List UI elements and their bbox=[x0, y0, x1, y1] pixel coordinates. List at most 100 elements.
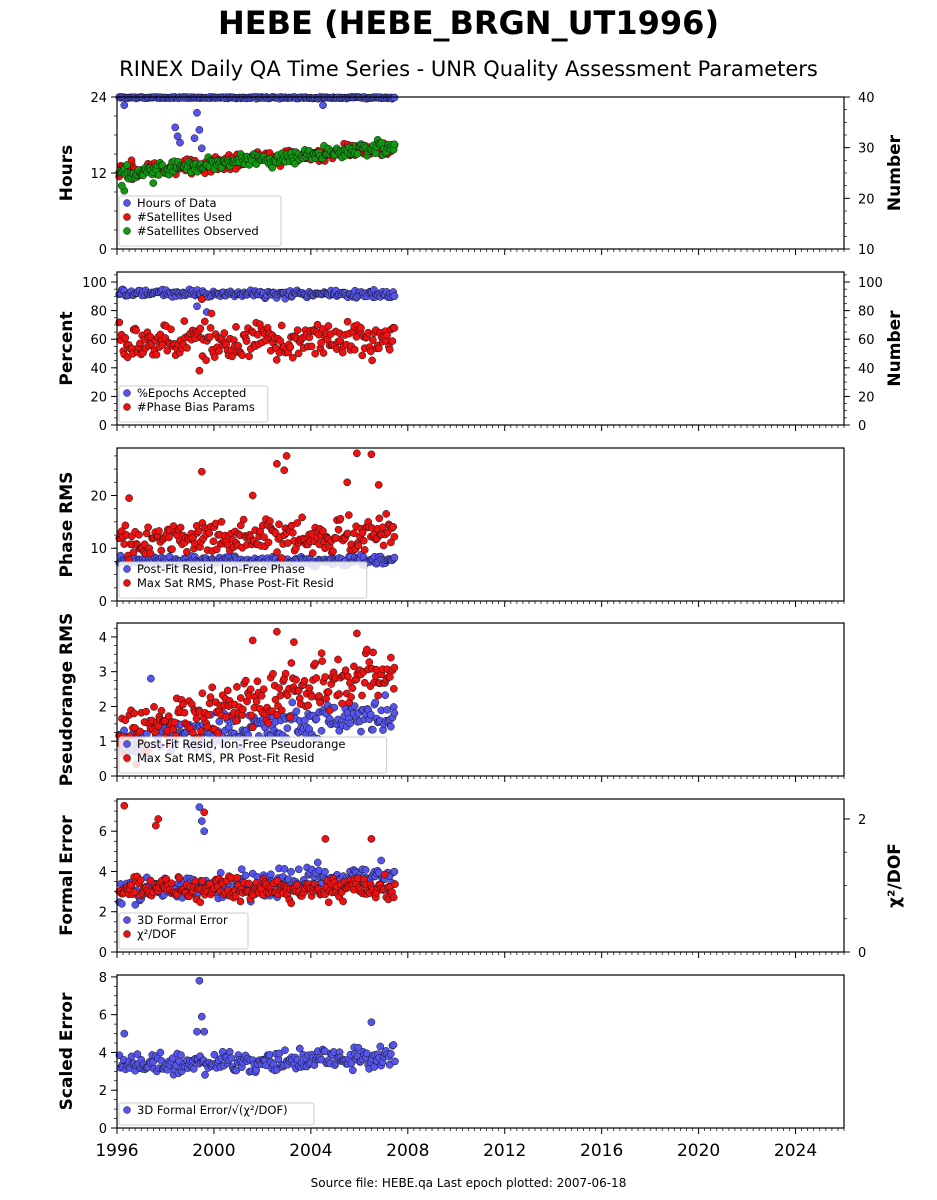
data-point bbox=[204, 711, 213, 719]
data-point bbox=[146, 549, 155, 558]
y-right-tick-label: 20 bbox=[858, 390, 875, 405]
y-tick-label: 20 bbox=[90, 489, 107, 504]
y-tick-label: 2 bbox=[99, 700, 107, 715]
data-point bbox=[241, 871, 250, 880]
data-point bbox=[233, 683, 241, 691]
y-tick-label: 0 bbox=[99, 243, 107, 258]
data-point bbox=[375, 514, 384, 523]
data-point bbox=[307, 342, 316, 351]
data-point bbox=[183, 344, 191, 352]
data-point bbox=[390, 292, 399, 301]
data-point-outlier bbox=[120, 101, 129, 110]
y-right-tick-label: 100 bbox=[858, 276, 883, 291]
data-point bbox=[286, 343, 295, 351]
data-point bbox=[248, 723, 257, 732]
data-point bbox=[283, 724, 292, 733]
data-point bbox=[348, 684, 357, 693]
data-point-outlier bbox=[195, 366, 204, 375]
legend-marker bbox=[123, 579, 131, 587]
data-point bbox=[387, 722, 395, 731]
y-axis-label: Percent bbox=[57, 311, 77, 385]
data-point bbox=[259, 685, 268, 694]
legend-entry: #Satellites Observed bbox=[137, 224, 259, 238]
data-point bbox=[281, 669, 290, 678]
legend-entry: Post-Fit Resid, Ion-Free Pseudorange bbox=[137, 737, 345, 751]
data-point-outlier bbox=[149, 179, 158, 187]
data-point bbox=[344, 672, 352, 681]
panel-4: 0 1 2 3 4 Pseudorange RMS Post-Fit Resid, Ion-… bbox=[57, 613, 845, 786]
data-point bbox=[264, 719, 273, 727]
data-point bbox=[264, 538, 273, 547]
data-point bbox=[208, 683, 217, 692]
data-point-outlier bbox=[151, 821, 160, 830]
data-point-outlier bbox=[117, 181, 126, 190]
data-point bbox=[233, 873, 241, 882]
data-point bbox=[389, 1041, 398, 1049]
data-point bbox=[277, 321, 286, 330]
data-point bbox=[288, 698, 297, 707]
data-point bbox=[377, 856, 386, 865]
data-point bbox=[232, 716, 241, 725]
data-point bbox=[293, 326, 302, 335]
data-point bbox=[347, 693, 355, 701]
legend-marker bbox=[123, 754, 131, 762]
data-point bbox=[317, 649, 326, 658]
series--dof bbox=[115, 801, 399, 908]
data-point bbox=[287, 867, 295, 876]
data-point-outlier bbox=[193, 1027, 201, 1036]
data-point bbox=[382, 510, 391, 518]
data-point bbox=[379, 541, 388, 550]
data-point bbox=[275, 520, 283, 529]
data-point bbox=[142, 707, 150, 716]
data-point bbox=[196, 324, 205, 333]
x-tick-label: 2020 bbox=[677, 1141, 720, 1161]
data-point bbox=[294, 349, 303, 358]
data-point bbox=[269, 669, 277, 678]
data-point bbox=[348, 1066, 357, 1075]
y-tick-label: 20 bbox=[90, 390, 107, 405]
data-point bbox=[387, 653, 395, 662]
legend-box bbox=[118, 195, 282, 247]
data-point bbox=[380, 870, 389, 879]
data-point bbox=[366, 347, 375, 356]
legend-entry: 3D Formal Error bbox=[137, 913, 228, 927]
data-point bbox=[293, 880, 301, 889]
data-point bbox=[280, 865, 289, 873]
data-point bbox=[313, 320, 322, 329]
data-point bbox=[374, 691, 382, 700]
y-tick-label: 4 bbox=[99, 1046, 107, 1061]
data-point-outlier bbox=[171, 123, 180, 132]
y-right-axis-label: Number bbox=[885, 134, 905, 211]
data-point bbox=[214, 729, 222, 738]
data-point bbox=[191, 877, 200, 886]
data-point bbox=[369, 648, 377, 657]
x-tick-label: 2004 bbox=[289, 1141, 332, 1161]
legend-entry: Hours of Data bbox=[137, 196, 217, 210]
y-axis-label: Phase RMS bbox=[57, 472, 77, 578]
data-point bbox=[346, 719, 355, 728]
data-point bbox=[324, 322, 333, 330]
data-point bbox=[361, 866, 370, 874]
footer-source: Source file: HEBE.qa Last epoch plotted:… bbox=[310, 1176, 627, 1190]
x-tick-label: 2000 bbox=[192, 1141, 235, 1161]
y-axis-label: Hours bbox=[57, 145, 77, 202]
data-point bbox=[317, 339, 325, 347]
x-tick-label: 2008 bbox=[386, 1141, 429, 1161]
data-point-outlier bbox=[190, 134, 199, 143]
data-point-outlier bbox=[193, 108, 201, 117]
data-point bbox=[236, 897, 245, 906]
legend-entry: #Satellites Used bbox=[137, 210, 232, 224]
data-point bbox=[305, 333, 314, 342]
data-point-outlier bbox=[197, 1012, 206, 1021]
data-point-outlier bbox=[248, 636, 257, 645]
data-point bbox=[189, 1065, 198, 1073]
data-point-outlier bbox=[125, 494, 133, 502]
data-point bbox=[136, 727, 144, 736]
data-point bbox=[266, 870, 275, 879]
legend-entry: #Phase Bias Params bbox=[137, 400, 255, 414]
data-point bbox=[152, 350, 161, 359]
panel-2: 0 20 40 60 80 100 0 20 40 60 80 100 Percent Number %Ep… bbox=[57, 271, 905, 434]
data-point-outlier bbox=[200, 1027, 209, 1036]
data-point bbox=[387, 1050, 395, 1058]
